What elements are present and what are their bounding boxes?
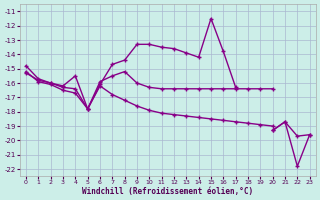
X-axis label: Windchill (Refroidissement éolien,°C): Windchill (Refroidissement éolien,°C) xyxy=(82,187,253,196)
